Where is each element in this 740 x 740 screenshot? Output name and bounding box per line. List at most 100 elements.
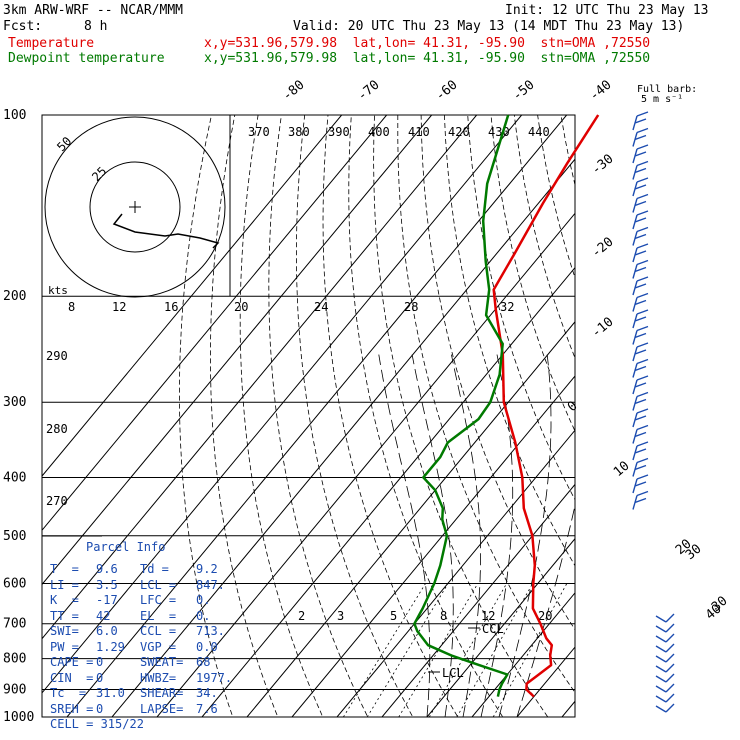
wind-barb — [655, 613, 675, 623]
mixing-ratio-label: 3 — [337, 609, 344, 623]
parcel-info-cell: LI = — [50, 577, 79, 592]
mixing-ratio-line — [428, 583, 508, 717]
isotherm-label: -20 — [589, 234, 617, 261]
dry-adiabat-line — [348, 115, 504, 717]
dewpoint-trace — [413, 114, 510, 697]
parcel-info-cell: 0.0 — [196, 639, 218, 654]
moist-adiabat-line — [498, 354, 552, 717]
model-title: 3km ARW-WRF -- NCAR/MMM — [3, 3, 184, 18]
dry-adiabat-line — [631, 115, 740, 730]
theta-e-label: 400 — [368, 125, 390, 139]
isotherm-line — [381, 483, 575, 717]
isotherm-line — [201, 266, 575, 717]
pressure-tick-label: 800 — [3, 652, 26, 667]
dry-adiabat-line — [677, 115, 740, 730]
parcel-info-cell: 68 — [196, 655, 211, 669]
parcel-info-cell: 0. — [196, 608, 211, 623]
barb-scale-unit: 5 m s⁻¹ — [641, 94, 683, 105]
parcel-info-cell: TT = — [50, 608, 79, 623]
dewpoint-legend-info: x,y=531.96,579.98 lat,lon= 41.31, -95.90… — [204, 51, 651, 66]
wind-barb — [632, 309, 649, 329]
wind-barb — [655, 703, 675, 713]
wind-barb — [655, 663, 675, 673]
wind-barb — [632, 325, 649, 345]
dry-adiabat-line — [444, 115, 575, 567]
parcel-info-cell: 31.0 — [96, 686, 125, 700]
isotherm-line — [42, 115, 343, 477]
isotherm-label: -10 — [589, 314, 617, 341]
parcel-info-cell: Tc = — [50, 686, 87, 700]
parcel-info-cell: CCL = — [140, 624, 177, 638]
parcel-info-cell: LCL = — [140, 577, 177, 592]
isotherm-label: -30 — [589, 151, 617, 178]
wind-barb — [632, 243, 649, 263]
wind-barb — [632, 441, 649, 461]
hodograph-axis-label: kts — [48, 284, 68, 297]
hodograph-trace — [112, 213, 220, 249]
hodograph-speed-axis-label: 16 — [164, 300, 178, 314]
dry-adiabat-line — [178, 115, 234, 717]
isotherm-line — [607, 115, 740, 717]
parcel-info-cell: 0 — [96, 701, 104, 716]
parcel-info-cell: 34. — [196, 686, 218, 700]
wind-barb — [632, 391, 649, 411]
dry-adiabat-line — [420, 115, 575, 631]
dry-adiabat-line — [490, 115, 575, 433]
wind-barb — [655, 673, 675, 683]
isotherm-line — [111, 158, 575, 717]
moist-adiabat-line — [378, 354, 431, 717]
hodograph-ring-outer — [44, 116, 226, 298]
wind-barb — [632, 210, 649, 230]
mixing-ratio-label: 5 — [390, 609, 397, 623]
isotherm-line — [42, 115, 478, 640]
hodograph-speed-axis-label: 28 — [404, 300, 418, 314]
parcel-info-cell: SHEAR= — [140, 686, 184, 700]
parcel-info-cell: HWBZ= — [140, 670, 177, 685]
isotherm-line — [652, 115, 740, 717]
isotherm-line — [516, 646, 575, 717]
theta-e-label: 410 — [408, 125, 430, 139]
isotherm-line — [42, 115, 433, 586]
mixing-ratio-label: 20 — [538, 609, 552, 623]
parcel-info-cell: K = — [50, 593, 79, 607]
pressure-tick-label: 200 — [3, 289, 26, 304]
isotherm-label: -70 — [355, 77, 383, 104]
parcel-info-cell: 0 — [96, 655, 104, 669]
mixing-ratio-line — [366, 583, 449, 717]
mixing-ratio-label: 2 — [298, 609, 305, 623]
isotherm-line — [426, 537, 575, 717]
isotherm-line — [42, 115, 523, 694]
isotherm-line — [156, 212, 575, 717]
isotherm-line — [561, 700, 575, 717]
dry-adiabat-line — [397, 115, 575, 694]
skewt-plot-area — [42, 115, 740, 730]
dewpoint-legend-label: Dewpoint temperature — [8, 51, 165, 66]
pressure-tick-label: 100 — [3, 108, 26, 123]
isotherm-line — [291, 375, 575, 717]
hodograph-speed-axis-label: 8 — [68, 300, 75, 314]
wind-barb — [632, 144, 649, 164]
isotherm-label: -40 — [587, 77, 615, 104]
wind-barbs — [632, 111, 675, 713]
isotherm-label: 10 — [611, 459, 633, 481]
wind-barb — [632, 375, 649, 395]
parcel-info-cell: 0 — [96, 670, 104, 685]
parcel-info-cell: 42 — [96, 608, 111, 623]
isotherm-line — [42, 115, 388, 532]
wind-barb — [632, 408, 649, 428]
temperature-trace — [492, 114, 600, 698]
parcel-info-cell: PW = — [50, 639, 79, 654]
mixing-ratio-label: 12 — [481, 609, 495, 623]
parcel-info-cell: SWEAT= — [140, 655, 184, 669]
mixing-ratio-line — [398, 583, 479, 717]
hodograph-speed-axis-label: 32 — [500, 300, 514, 314]
isotherm-label: -50 — [510, 77, 538, 104]
parcel-info-cell: SWI= — [50, 624, 79, 638]
parcel-info-cell: -17 — [96, 593, 118, 607]
parcel-info-cell: 9.6 — [96, 562, 118, 576]
isotherm-line — [471, 592, 575, 717]
dry-adiabat-line — [608, 115, 740, 730]
parcel-info-cell: 3.5 — [96, 577, 118, 592]
theta-e-label: 380 — [288, 125, 310, 139]
isotherm-line — [336, 429, 575, 717]
